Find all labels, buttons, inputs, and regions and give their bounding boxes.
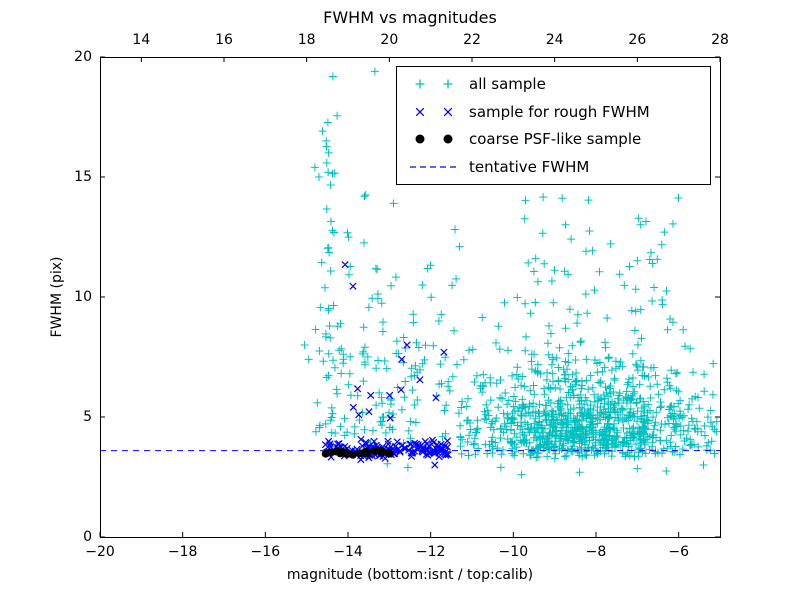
x-top-tick-label: 14 xyxy=(132,32,151,48)
x-bottom-tick-label: −6 xyxy=(668,544,689,560)
y-tick-label: 5 xyxy=(83,409,92,425)
plot-area xyxy=(100,67,720,479)
y-axis-label: FWHM (pix) xyxy=(49,256,65,338)
x-bottom-tick-label: −16 xyxy=(250,544,281,560)
x-bottom-tick-label: −20 xyxy=(85,544,115,560)
series-coarse-psf-like-sample xyxy=(321,446,394,459)
x-top-tick-label: 20 xyxy=(380,32,399,48)
x-bottom-tick-label: −10 xyxy=(498,544,529,560)
legend-item: coarse PSF-like sample xyxy=(397,129,710,149)
x-bottom-tick-label: −12 xyxy=(415,544,446,560)
x-axis-label: magnitude (bottom:isnt / top:calib) xyxy=(286,567,534,583)
x-legend-marker-icon xyxy=(415,107,453,116)
x-top-tick-label: 24 xyxy=(545,32,564,48)
legend-item-label: sample for rough FWHM xyxy=(469,102,650,121)
legend: all sample sample for rough FWHM coarse PS… xyxy=(396,66,711,185)
x-top-tick-label: 28 xyxy=(711,32,729,48)
x-top-tick-label: 18 xyxy=(297,32,316,48)
chart-title: FWHM vs magnitudes xyxy=(323,8,497,27)
dot-legend-marker-icon xyxy=(415,134,453,144)
legend-item-label: coarse PSF-like sample xyxy=(469,130,642,149)
tick-marks xyxy=(99,56,721,538)
legend-item: all sample xyxy=(397,74,710,94)
dashed-line-legend-marker-icon xyxy=(410,166,456,168)
plus-legend-marker-icon xyxy=(415,79,453,89)
legend-item-label: all sample xyxy=(469,74,546,93)
x-bottom-tick-label: −18 xyxy=(167,544,198,560)
x-bottom-tick-label: −8 xyxy=(585,544,607,560)
x-bottom-tick-label: −14 xyxy=(333,544,363,560)
y-tick-label: 10 xyxy=(74,289,92,305)
legend-item: sample for rough FWHM xyxy=(397,102,710,122)
series-all-sample xyxy=(300,67,720,479)
legend-item: tentative FWHM xyxy=(397,157,710,177)
x-top-tick-label: 22 xyxy=(463,32,481,48)
y-tick-label: 15 xyxy=(74,169,92,185)
y-tick-label: 20 xyxy=(74,49,92,65)
y-tick-label: 0 xyxy=(83,529,92,545)
legend-item-label: tentative FWHM xyxy=(469,158,590,177)
x-top-tick-label: 26 xyxy=(628,32,647,48)
x-top-tick-label: 16 xyxy=(215,32,233,48)
